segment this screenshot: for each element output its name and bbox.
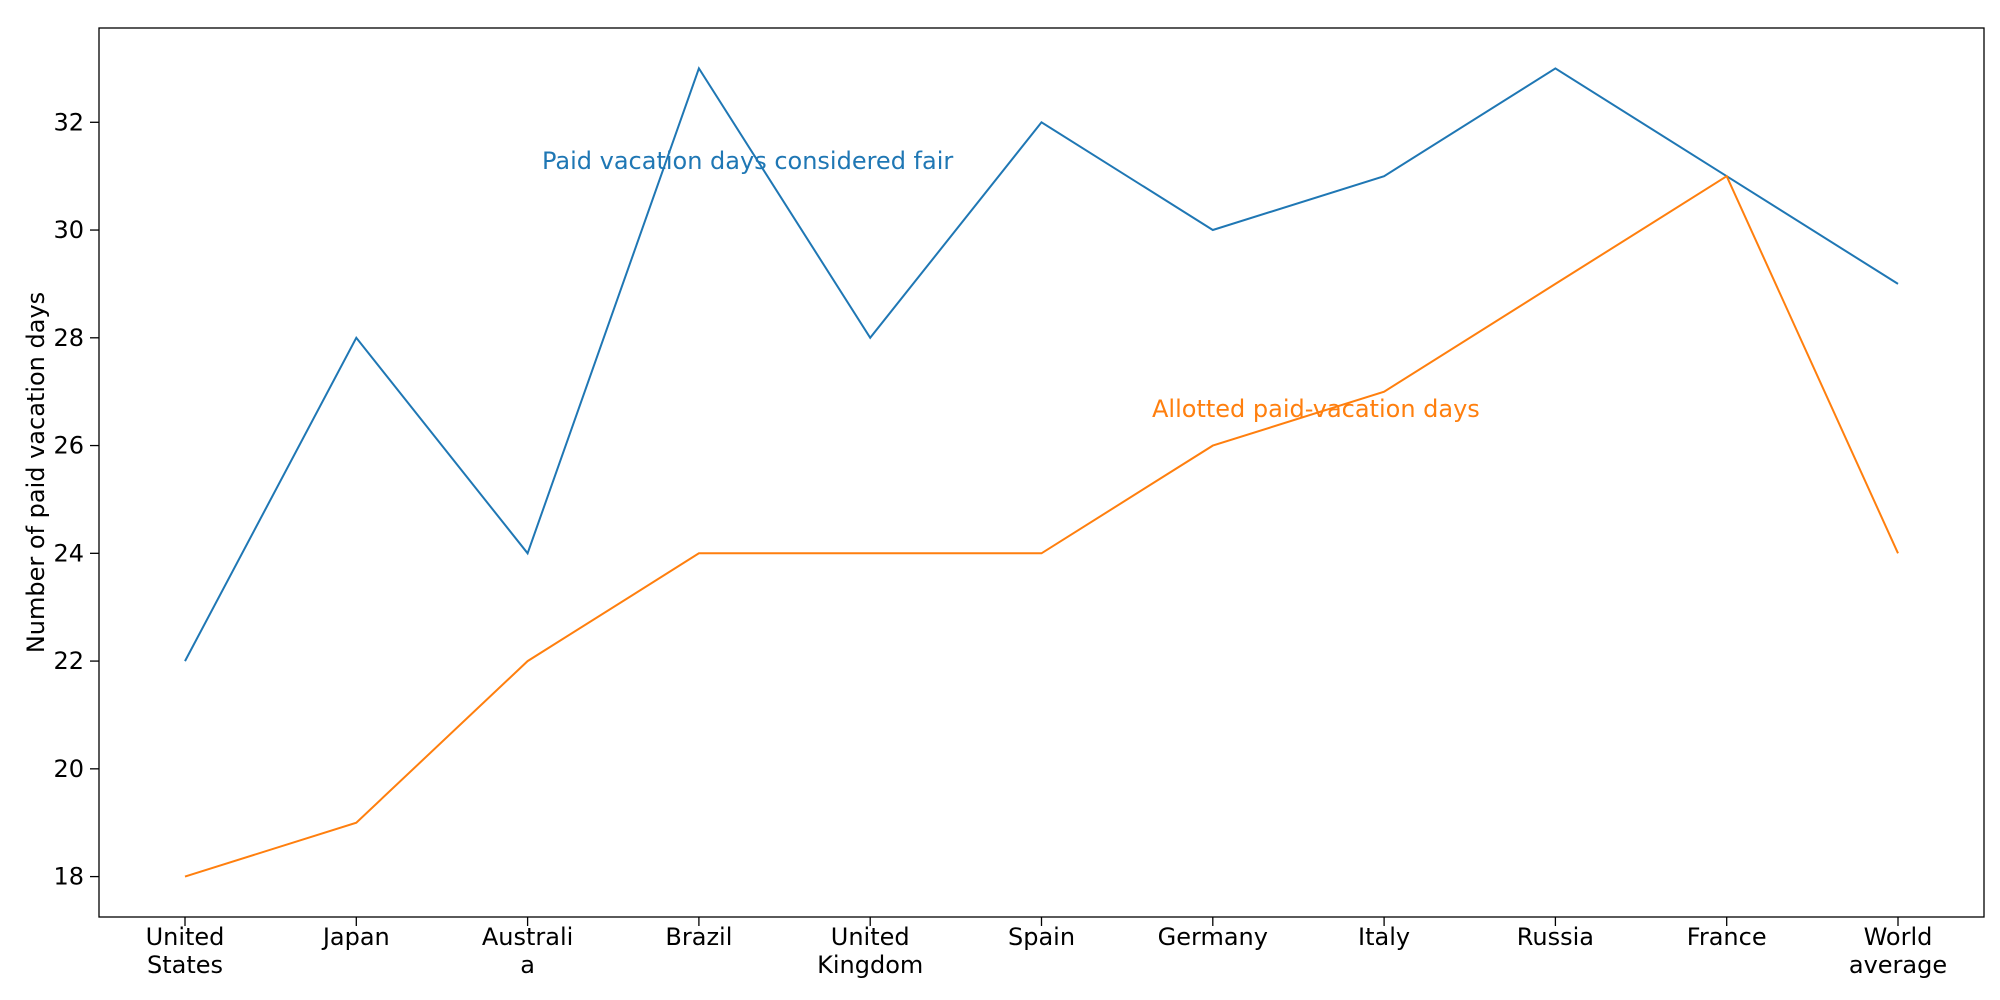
x-tick-label-line: World — [1864, 923, 1933, 951]
x-tick-label-line: Italy — [1358, 923, 1410, 951]
x-tick-label-line: Australi — [482, 923, 573, 951]
x-tick-label-line: Brazil — [665, 923, 732, 951]
series-annotation-1: Paid vacation days considered fair — [542, 147, 953, 175]
x-tick-label-line: Japan — [321, 923, 390, 951]
x-tick-label-line: average — [1849, 951, 1947, 979]
x-tick-label-line: United — [146, 923, 225, 951]
x-tick-label: Russia — [1517, 923, 1594, 951]
series-line-2 — [184, 174, 1899, 878]
x-tick-label-line: Germany — [1158, 923, 1268, 951]
x-tick-label-line: France — [1687, 923, 1767, 951]
y-tick-label: 18 — [53, 863, 84, 891]
series-lines — [184, 66, 1899, 878]
x-tick-label-line: a — [520, 951, 535, 979]
x-tick-label: Brazil — [665, 923, 732, 951]
x-tick-label: Spain — [1008, 923, 1075, 951]
x-tick-label: United Kingdom — [817, 923, 923, 979]
x-tick-label-line: Russia — [1517, 923, 1594, 951]
y-tick-label: 30 — [53, 216, 84, 244]
x-tick-label-line: Kingdom — [817, 951, 923, 979]
y-tick-label: 26 — [53, 432, 84, 460]
y-tick-label: 32 — [53, 108, 84, 136]
x-tick-label: World average — [1849, 923, 1947, 979]
x-tick-label: France — [1687, 923, 1767, 951]
y-axis-label: Number of paid vacation days — [22, 292, 50, 653]
x-tick-label-line: United — [831, 923, 910, 951]
series-line-1 — [184, 66, 1899, 662]
x-tick-label: United States — [146, 923, 225, 979]
y-tick-label: 24 — [53, 539, 84, 567]
x-tick-label: Italy — [1358, 923, 1410, 951]
plot-area-frame — [98, 27, 1985, 918]
x-tick-label-line: Spain — [1008, 923, 1075, 951]
x-tick-label: Germany — [1158, 923, 1268, 951]
series-annotation-2: Allotted paid-vacation days — [1152, 395, 1480, 423]
x-tick-label: Japan — [321, 923, 390, 951]
y-axis-ticks: 18 20 22 24 26 28 30 32 — [53, 108, 99, 891]
y-tick-label: 22 — [53, 647, 84, 675]
x-tick-label: Australi a — [482, 923, 573, 979]
x-tick-label-line: States — [147, 951, 223, 979]
y-tick-label: 20 — [53, 755, 84, 783]
y-tick-label: 28 — [53, 324, 84, 352]
series-annotations: Paid vacation days considered fair Allott… — [542, 147, 1480, 423]
